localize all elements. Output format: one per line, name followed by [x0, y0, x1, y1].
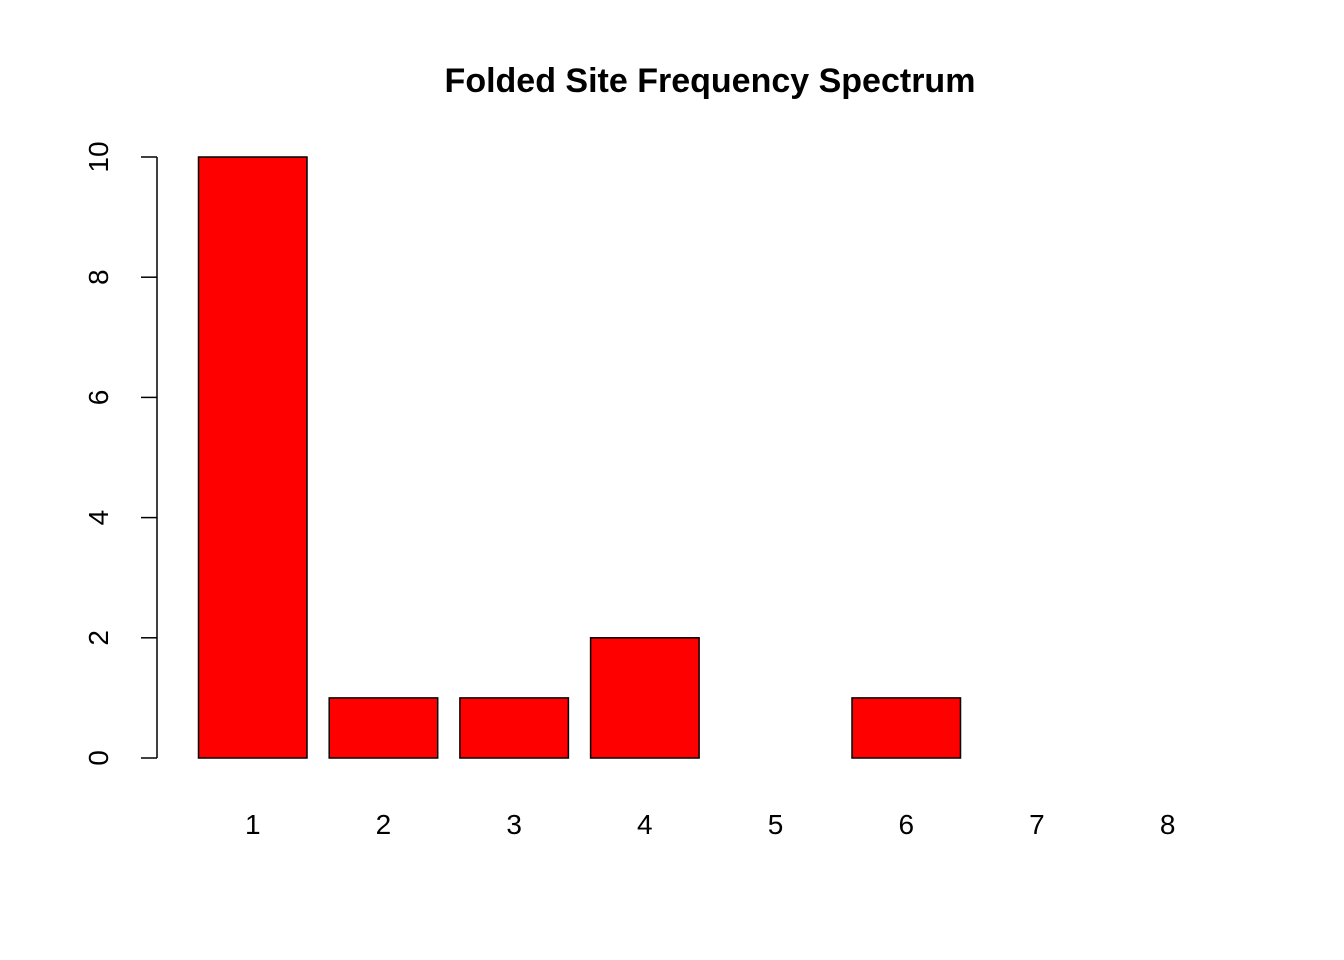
x-tick-label: 6 [898, 809, 914, 840]
x-tick-label: 4 [637, 809, 653, 840]
y-tick-label: 2 [83, 630, 114, 646]
x-tick-label: 3 [506, 809, 522, 840]
x-tick-label: 1 [245, 809, 261, 840]
x-axis-labels: 1 2 3 4 5 6 7 8 [245, 809, 1175, 840]
y-tick-label: 4 [83, 510, 114, 526]
y-tick-label: 6 [83, 390, 114, 406]
y-tick-label: 10 [83, 141, 114, 172]
x-tick-label: 5 [768, 809, 784, 840]
y-axis: 0 2 4 6 8 10 [83, 141, 157, 766]
bar [197, 156, 308, 759]
chart-title: Folded Site Frequency Spectrum [445, 62, 976, 100]
bar [589, 637, 700, 759]
bar [328, 697, 439, 759]
x-tick-label: 8 [1160, 809, 1176, 840]
y-tick-label: 8 [83, 269, 114, 285]
x-tick-label: 2 [376, 809, 392, 840]
x-tick-label: 7 [1029, 809, 1045, 840]
bars [197, 156, 962, 759]
y-tick-label: 0 [83, 750, 114, 766]
bar [851, 697, 962, 759]
bar [459, 697, 570, 759]
